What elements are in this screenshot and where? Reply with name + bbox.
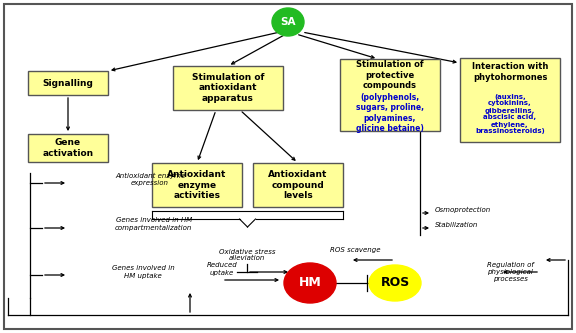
Bar	[28, 134, 108, 162]
Text: Antioxidant enzyme
expression: Antioxidant enzyme expression	[115, 172, 185, 185]
Ellipse shape	[369, 265, 421, 301]
Text: Genes involved in HM
compartmentalization: Genes involved in HM compartmentalizatio…	[115, 217, 192, 230]
Text: ROS: ROS	[380, 276, 410, 289]
Text: Antioxidant
enzyme
activities: Antioxidant enzyme activities	[167, 170, 227, 200]
Text: Gene
activation: Gene activation	[43, 138, 93, 158]
Text: Signalling: Signalling	[43, 79, 93, 88]
Text: HM: HM	[298, 276, 321, 289]
Text: Antioxidant
compound
levels: Antioxidant compound levels	[268, 170, 328, 200]
Text: Stabilization: Stabilization	[435, 222, 479, 228]
Ellipse shape	[284, 263, 336, 303]
Text: Osmoprotection: Osmoprotection	[435, 207, 491, 213]
Bar	[152, 163, 242, 207]
Bar	[340, 59, 440, 131]
Text: Reduced
uptake: Reduced uptake	[207, 262, 237, 276]
Text: (polyphenols,
sugars, proline,
polyamines,
glicine betaine): (polyphenols, sugars, proline, polyamine…	[356, 93, 424, 133]
Ellipse shape	[272, 8, 304, 36]
Bar	[173, 66, 283, 110]
Text: Oxidative stress
alleviation: Oxidative stress alleviation	[219, 248, 275, 261]
Text: Stimulation of
protective
compounds: Stimulation of protective compounds	[356, 60, 424, 90]
Text: Stimulation of
antioxidant
apparatus: Stimulation of antioxidant apparatus	[192, 73, 264, 103]
Bar	[460, 58, 560, 142]
Bar	[253, 163, 343, 207]
Text: ROS scavenge: ROS scavenge	[329, 247, 380, 253]
Text: Interaction with
phytohormones: Interaction with phytohormones	[472, 62, 548, 82]
Text: Regulation of
physiological
processes: Regulation of physiological processes	[487, 262, 533, 282]
Text: SA: SA	[281, 17, 295, 27]
Text: (auxins,
cytokinins,
gibberellins,
abscisic acid,
ethylene,
brassinosteroids): (auxins, cytokinins, gibberellins, absci…	[475, 94, 545, 135]
Bar	[28, 71, 108, 95]
Text: Genes involved in
HM uptake: Genes involved in HM uptake	[112, 265, 175, 279]
